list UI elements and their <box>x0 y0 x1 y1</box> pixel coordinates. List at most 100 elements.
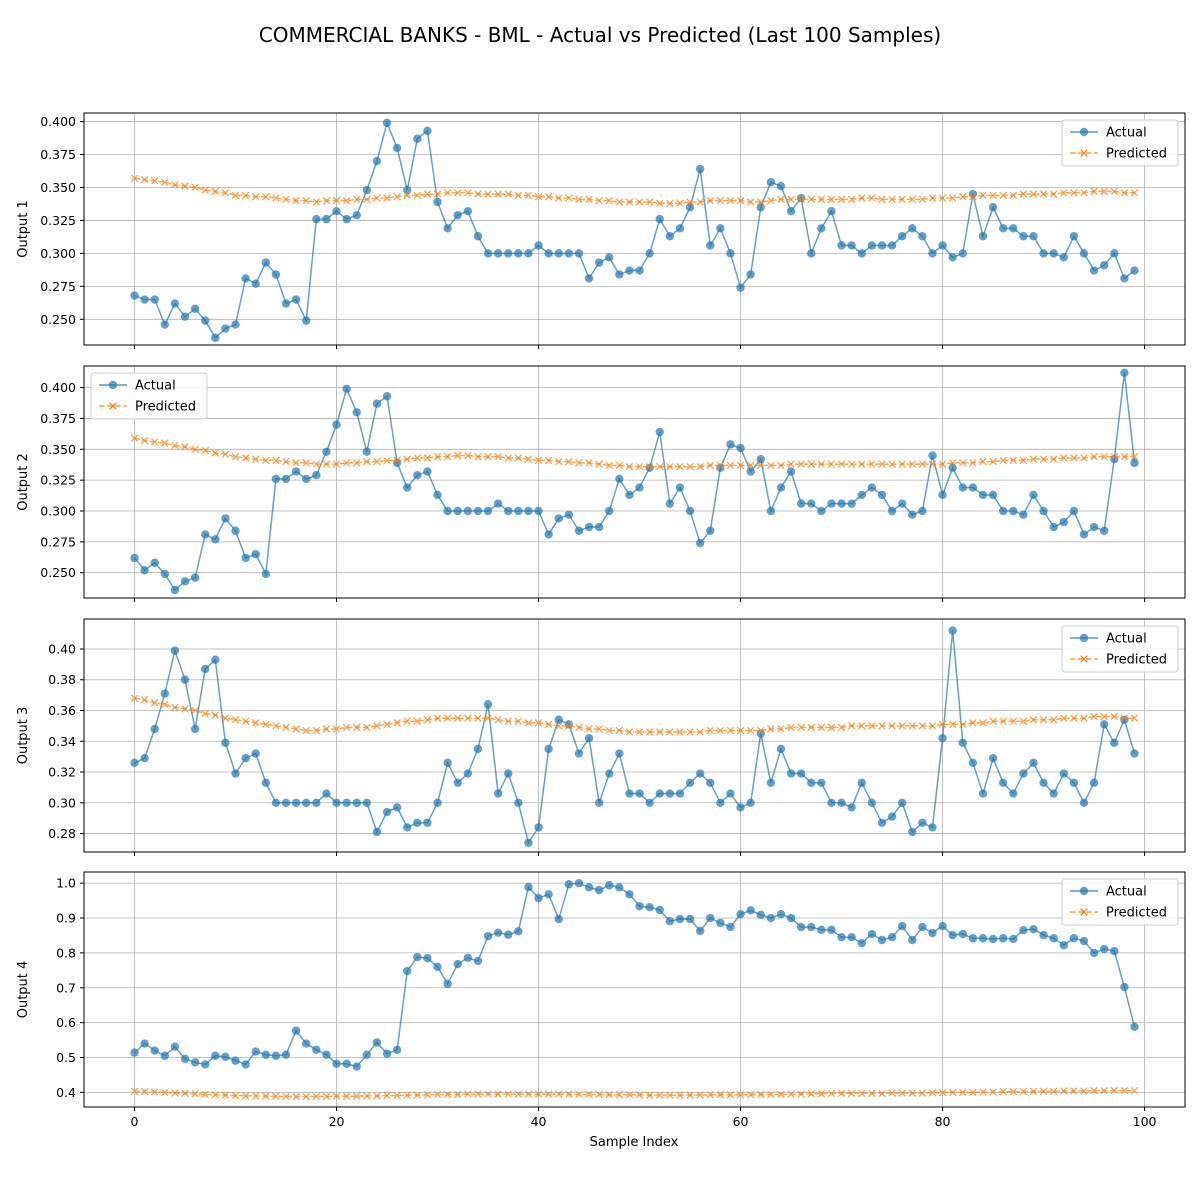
data-point-actual <box>584 522 594 532</box>
data-point-predicted <box>605 1091 614 1099</box>
data-point-actual <box>675 789 685 798</box>
data-point-actual <box>695 538 705 548</box>
data-point-actual <box>332 798 341 807</box>
legend: Actual Predicted <box>1061 119 1179 167</box>
data-point-predicted <box>393 456 401 465</box>
data-point-predicted <box>514 1090 523 1098</box>
data-point-predicted <box>847 1089 856 1098</box>
data-point-actual <box>1110 249 1119 258</box>
data-point-predicted <box>1110 187 1119 196</box>
data-point-predicted <box>332 725 341 733</box>
data-point-predicted <box>655 199 664 208</box>
legend-label-predicted: Predicted <box>135 400 196 415</box>
legend-marker-predicted <box>1080 908 1088 916</box>
data-point-predicted <box>1070 714 1078 722</box>
x-tick-label: 60 <box>733 1114 749 1129</box>
data-point-predicted <box>292 1092 300 1101</box>
data-point-actual <box>312 1045 321 1055</box>
data-point-predicted <box>241 454 250 462</box>
data-point-predicted <box>595 1090 603 1099</box>
data-point-predicted <box>858 194 866 202</box>
data-point-predicted <box>1130 452 1139 461</box>
data-point-actual <box>332 207 341 216</box>
data-point-predicted <box>595 725 603 733</box>
data-point-actual <box>574 249 584 258</box>
data-point-predicted <box>292 725 300 733</box>
data-point-predicted <box>625 462 634 471</box>
data-point-actual <box>140 566 149 575</box>
data-point-predicted <box>959 720 967 729</box>
data-point-predicted <box>140 436 149 445</box>
data-point-actual <box>473 232 483 241</box>
data-point-actual <box>241 753 250 763</box>
data-point-predicted <box>474 190 482 198</box>
data-point-actual <box>392 143 402 153</box>
y-tick-label: 0.275 <box>40 279 76 294</box>
data-point-predicted <box>1100 187 1108 196</box>
data-point-actual <box>726 789 735 798</box>
data-point-actual <box>514 927 523 936</box>
data-point-predicted <box>231 1091 240 1100</box>
data-point-actual <box>817 925 826 935</box>
data-point-predicted <box>1049 455 1058 463</box>
data-point-predicted <box>554 1090 563 1098</box>
data-point-predicted <box>615 461 624 470</box>
data-point-predicted <box>453 451 462 460</box>
data-point-actual <box>817 778 826 787</box>
data-point-actual <box>564 880 574 889</box>
data-point-actual <box>928 451 937 460</box>
data-point-actual <box>201 530 210 539</box>
data-point-actual <box>574 526 584 535</box>
data-point-actual <box>1049 934 1058 943</box>
data-point-actual <box>776 744 786 754</box>
data-point-predicted <box>201 186 209 194</box>
data-point-actual <box>1110 946 1119 956</box>
data-point-predicted <box>534 192 543 201</box>
data-point-actual <box>766 506 776 516</box>
data-point-actual <box>847 499 856 508</box>
data-point-actual <box>978 232 988 241</box>
grid-lines <box>84 113 1185 345</box>
legend-label-actual: Actual <box>1106 126 1147 141</box>
data-point-predicted <box>312 1092 321 1101</box>
data-point-actual <box>827 925 836 935</box>
data-point-predicted <box>241 191 250 200</box>
data-point-actual <box>261 1050 271 1059</box>
legend-marker-actual <box>1079 886 1089 896</box>
data-point-actual <box>1099 720 1109 729</box>
data-point-actual <box>857 249 866 258</box>
data-point-predicted <box>272 456 280 465</box>
data-point-predicted <box>1080 188 1088 197</box>
data-point-predicted <box>777 725 785 733</box>
data-point-actual <box>201 664 210 674</box>
data-point-predicted <box>837 1089 846 1098</box>
data-point-predicted <box>979 719 987 727</box>
data-point-actual <box>746 798 755 807</box>
data-point-actual <box>160 689 170 698</box>
data-point-predicted <box>423 190 432 198</box>
data-point-actual <box>483 931 493 941</box>
data-point-predicted <box>645 462 654 471</box>
series-predicted <box>130 1086 1139 1101</box>
data-point-actual <box>746 906 755 915</box>
y-axis-label: Output 3 <box>16 707 31 765</box>
data-point-actual <box>352 798 361 807</box>
data-point-predicted <box>565 457 573 466</box>
data-point-actual <box>322 1050 331 1059</box>
data-point-actual <box>281 798 291 807</box>
data-point-actual <box>625 789 634 798</box>
data-point-predicted <box>413 1091 422 1099</box>
y-tick-label: 0.325 <box>40 213 76 228</box>
data-point-predicted <box>332 460 341 468</box>
data-point-actual <box>635 483 644 492</box>
data-point-actual <box>958 483 967 492</box>
data-point-actual <box>1130 1022 1139 1032</box>
data-point-predicted <box>241 1092 250 1100</box>
x-tick-label: 80 <box>935 1114 951 1129</box>
data-point-predicted <box>807 1089 816 1098</box>
data-point-predicted <box>352 723 361 732</box>
data-point-actual <box>483 249 493 258</box>
data-point-actual <box>433 798 442 807</box>
data-point-actual <box>998 506 1008 516</box>
data-point-predicted <box>272 194 280 202</box>
